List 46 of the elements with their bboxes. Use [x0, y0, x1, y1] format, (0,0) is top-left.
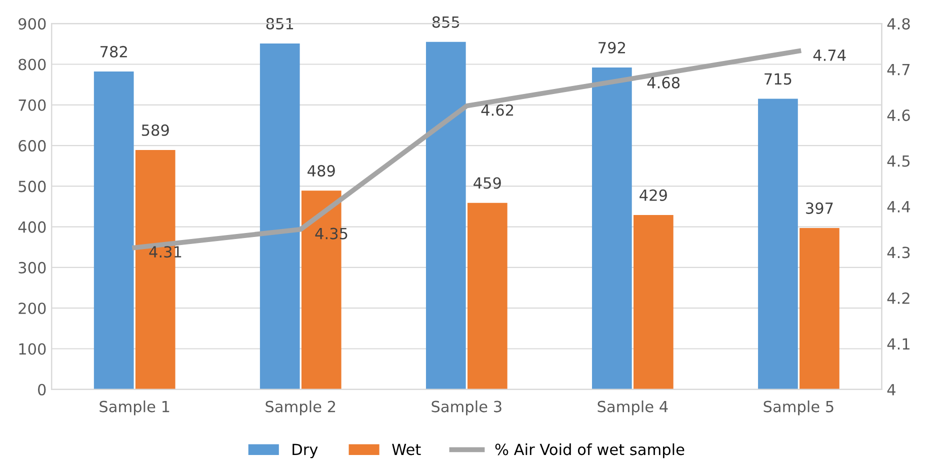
y-tick-label: 100 — [19, 343, 46, 355]
data-label: 4.74 — [813, 50, 846, 61]
y-tick-label: 0 — [38, 384, 46, 396]
y2-tick-label: 4.1 — [887, 338, 910, 350]
legend-label: % Air Void of wet sample — [495, 443, 684, 458]
y-tick-label: 600 — [18, 140, 46, 152]
bar — [426, 42, 466, 390]
y2-tick-label: 4.4 — [887, 201, 910, 212]
y2-tick-label: 4.6 — [887, 110, 910, 122]
data-label: 397 — [806, 202, 833, 214]
x-tick-label: Sample 4 — [598, 400, 668, 416]
y2-tick-label: 4.8 — [887, 18, 910, 30]
y-tick-label: 700 — [18, 99, 46, 111]
x-tick-label: Sample 5 — [764, 400, 834, 416]
y-tick-label: 500 — [18, 180, 46, 192]
y-tick-label: 300 — [18, 262, 46, 274]
y-tick-label: 800 — [18, 58, 46, 70]
legend-label: Dry — [292, 444, 318, 458]
y-tick-label: 900 — [18, 18, 46, 30]
y2-tick-label: 4.2 — [887, 292, 910, 304]
legend-label: Wet — [392, 444, 421, 456]
bar — [758, 98, 798, 390]
y-tick-label: 400 — [18, 221, 46, 233]
data-label: 4.68 — [647, 76, 680, 88]
data-label: 489 — [308, 165, 335, 177]
x-tick-label: Sample 2 — [266, 400, 336, 416]
data-label: 459 — [474, 177, 501, 189]
bar — [800, 228, 840, 390]
x-tick-label: Sample 1 — [100, 400, 170, 416]
data-label: 792 — [598, 42, 625, 54]
bar — [634, 215, 674, 390]
bar — [94, 72, 134, 390]
bar — [260, 44, 300, 390]
y2-tick-label: 4.5 — [887, 155, 910, 167]
y-tick-label: 200 — [18, 302, 46, 314]
data-label: 715 — [764, 73, 792, 85]
y2-tick-label: 4.3 — [887, 246, 910, 258]
data-label: 589 — [142, 124, 169, 136]
y2-tick-label: 4.7 — [887, 64, 910, 76]
data-label: 429 — [640, 189, 667, 201]
y2-tick-label: 4 — [887, 384, 896, 396]
bar — [467, 202, 508, 390]
data-label: 4.62 — [481, 104, 514, 116]
x-tick-label: Sample 3 — [432, 400, 502, 416]
data-label: 782 — [100, 46, 127, 58]
bar — [592, 67, 632, 390]
